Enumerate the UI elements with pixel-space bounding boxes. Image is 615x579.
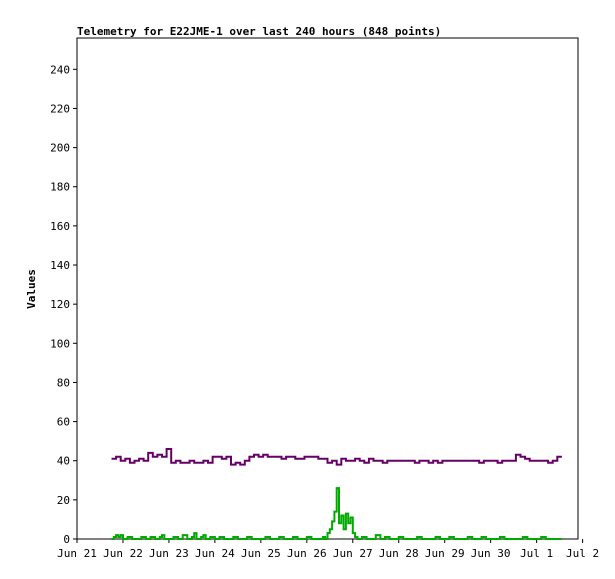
y-axis-label: Values (25, 269, 38, 309)
series-line (111, 448, 562, 466)
y-tick-label: 40 (57, 455, 70, 468)
y-tick-label: 140 (50, 259, 70, 272)
x-tick-label: Jun 24 (195, 547, 235, 560)
y-tick-label: 100 (50, 337, 70, 350)
chart-title: Telemetry for E22JME-1 over last 240 hou… (77, 25, 441, 38)
x-tick-label: Jun 30 (471, 547, 511, 560)
y-tick-label: 60 (57, 416, 70, 429)
y-tick-label: 120 (50, 298, 70, 311)
x-tick-label: Jul 1 (520, 547, 553, 560)
x-tick-label: Jun 21 (57, 547, 97, 560)
series-line (111, 487, 562, 540)
series-2 (111, 487, 562, 540)
x-tick-label: Jun 22 (103, 547, 143, 560)
x-tick-label: Jun 25 (241, 547, 281, 560)
y-tick-label: 0 (63, 533, 70, 546)
y-tick-label: 160 (50, 220, 70, 233)
x-tick-label: Jun 28 (379, 547, 419, 560)
y-axis: 0 20 40 60 80 100 120 140 160 180 200 220 240 (50, 63, 77, 546)
y-tick-label: 80 (57, 376, 70, 389)
x-tick-label: Jun 29 (425, 547, 465, 560)
y-tick-label: 180 (50, 181, 70, 194)
y-tick-label: 20 (57, 494, 70, 507)
series-1 (111, 448, 562, 466)
x-tick-label: Jun 27 (333, 547, 373, 560)
y-tick-label: 200 (50, 142, 70, 155)
y-tick-label: 240 (50, 63, 70, 76)
x-axis: Jun 21 Jun 22 Jun 23 Jun 24 Jun 25 Jun 26 Jun … (57, 539, 599, 560)
series-layer (111, 448, 562, 540)
x-tick-label: Jul 2 (566, 547, 599, 560)
y-tick-label: 220 (50, 102, 70, 115)
x-tick-label: Jun 26 (287, 547, 327, 560)
x-tick-label: Jun 23 (149, 547, 189, 560)
plot-frame (76, 37, 579, 540)
